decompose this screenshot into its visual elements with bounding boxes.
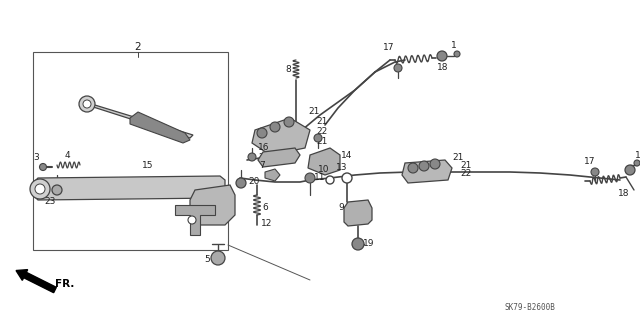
Polygon shape [252, 118, 310, 155]
Circle shape [188, 216, 196, 224]
Text: 11: 11 [314, 174, 326, 182]
Circle shape [83, 100, 91, 108]
Text: FR.: FR. [55, 279, 74, 289]
Text: SK79-B2600B: SK79-B2600B [504, 303, 556, 313]
Circle shape [454, 51, 460, 57]
Polygon shape [33, 176, 225, 200]
Text: 8: 8 [285, 65, 291, 75]
Circle shape [284, 117, 294, 127]
Text: 20: 20 [258, 153, 269, 162]
Polygon shape [175, 205, 215, 235]
Text: 17: 17 [584, 158, 595, 167]
Polygon shape [402, 160, 452, 183]
Circle shape [419, 161, 429, 171]
Bar [33, 52, 228, 250]
Circle shape [270, 122, 280, 132]
Text: 21: 21 [452, 152, 463, 161]
Polygon shape [308, 148, 340, 175]
Text: 4: 4 [64, 151, 70, 160]
Circle shape [79, 96, 95, 112]
Text: 10: 10 [318, 166, 330, 174]
Text: 21: 21 [316, 137, 328, 146]
Circle shape [342, 173, 352, 183]
Text: 6: 6 [262, 203, 268, 211]
Text: 1: 1 [451, 41, 457, 50]
Text: 14: 14 [341, 151, 353, 160]
Circle shape [625, 165, 635, 175]
Text: 18: 18 [618, 189, 630, 198]
Polygon shape [85, 102, 193, 138]
FancyArrow shape [16, 270, 56, 293]
Circle shape [394, 64, 402, 72]
Text: 2: 2 [134, 42, 141, 52]
Text: 22: 22 [316, 128, 327, 137]
Polygon shape [130, 112, 190, 143]
Circle shape [352, 238, 364, 250]
Circle shape [236, 178, 246, 188]
Polygon shape [190, 185, 235, 225]
Circle shape [314, 134, 322, 142]
Text: 13: 13 [336, 164, 348, 173]
Text: 3: 3 [33, 152, 39, 161]
Circle shape [305, 173, 315, 183]
Circle shape [257, 128, 267, 138]
Circle shape [248, 153, 256, 161]
Polygon shape [344, 200, 372, 226]
Circle shape [52, 185, 62, 195]
Circle shape [437, 51, 447, 61]
Circle shape [591, 168, 599, 176]
Text: 23: 23 [44, 197, 56, 206]
Text: 12: 12 [261, 219, 273, 227]
Text: 21: 21 [460, 160, 472, 169]
Text: 22: 22 [460, 168, 471, 177]
Text: 18: 18 [437, 63, 449, 72]
Circle shape [35, 184, 45, 194]
Text: 1: 1 [635, 151, 640, 160]
Circle shape [326, 176, 334, 184]
Text: 7: 7 [259, 161, 265, 170]
Text: 20: 20 [248, 176, 259, 186]
Text: 5: 5 [204, 256, 210, 264]
Text: 9: 9 [338, 204, 344, 212]
Circle shape [408, 163, 418, 173]
Text: 21: 21 [316, 117, 328, 127]
Circle shape [40, 164, 47, 170]
Text: 15: 15 [142, 160, 154, 169]
Polygon shape [265, 169, 280, 181]
Text: 17: 17 [383, 42, 394, 51]
Circle shape [430, 159, 440, 169]
Circle shape [211, 251, 225, 265]
Polygon shape [258, 148, 300, 167]
Circle shape [30, 179, 50, 199]
Text: 16: 16 [258, 144, 269, 152]
Text: 19: 19 [363, 240, 374, 249]
Circle shape [634, 160, 640, 166]
Text: 21: 21 [308, 108, 319, 116]
